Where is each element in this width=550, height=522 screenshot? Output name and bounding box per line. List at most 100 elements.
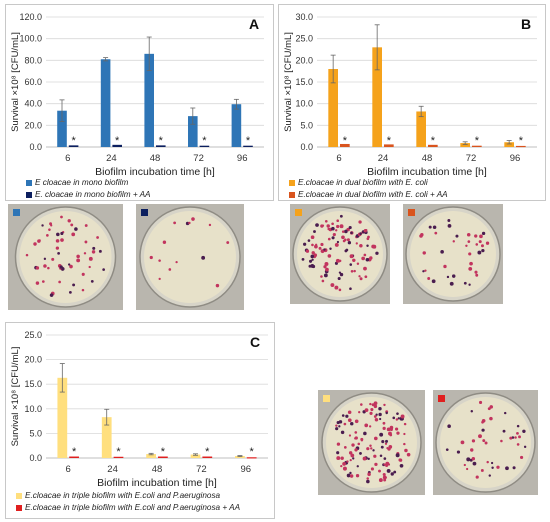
colony bbox=[522, 429, 526, 433]
y-axis-title: Survival ×10⁸ [CFU/mL] bbox=[10, 347, 21, 447]
bar bbox=[504, 142, 514, 147]
colony bbox=[67, 263, 71, 266]
colony bbox=[311, 243, 314, 247]
significance-star: * bbox=[115, 135, 120, 147]
colony bbox=[369, 411, 373, 415]
colony bbox=[369, 402, 372, 406]
colony bbox=[361, 256, 366, 261]
bar bbox=[156, 145, 166, 147]
colony bbox=[400, 414, 405, 419]
colony bbox=[349, 263, 353, 266]
colony bbox=[310, 235, 315, 240]
colony bbox=[354, 431, 358, 434]
colony bbox=[84, 224, 88, 227]
colony bbox=[329, 247, 332, 250]
colony bbox=[374, 418, 379, 422]
colony bbox=[321, 279, 325, 283]
x-tick-label: 24 bbox=[107, 464, 118, 475]
colony bbox=[395, 427, 399, 431]
colony bbox=[301, 258, 305, 261]
colony bbox=[336, 451, 340, 455]
chart-b-svg: 0.05.010.015.020.025.030.0*6*24*48*72*96… bbox=[283, 12, 537, 178]
colony bbox=[49, 293, 54, 297]
colony bbox=[477, 250, 482, 255]
legend-item: E.cloacae in dual biofilm with E. coli +… bbox=[289, 189, 448, 201]
colony bbox=[427, 276, 431, 280]
colony bbox=[334, 242, 339, 247]
legend-label: E.cloacae in triple biofilm with E.coli … bbox=[25, 503, 241, 512]
colony bbox=[208, 223, 212, 227]
colony bbox=[385, 439, 389, 443]
colony bbox=[478, 434, 482, 439]
colony bbox=[345, 414, 349, 418]
chart-panel-c: 0.0 5.0 10.0 15.0 20.0 25.0 * 6 * 24 * 48 * 72 * 96 Biof… bbox=[5, 322, 275, 519]
y-tick-label: 15.0 bbox=[24, 379, 42, 389]
colony bbox=[392, 416, 396, 420]
petri-dish-photo bbox=[8, 204, 123, 310]
colony bbox=[518, 435, 521, 439]
colony bbox=[500, 439, 503, 443]
agar-surface bbox=[297, 211, 383, 297]
legend-swatch bbox=[26, 192, 32, 198]
colony bbox=[342, 466, 347, 471]
colony bbox=[149, 255, 153, 260]
colony bbox=[480, 469, 484, 472]
colony bbox=[72, 283, 76, 287]
color-key-marker bbox=[295, 209, 302, 216]
y-tick-label: 20.0 bbox=[295, 55, 313, 65]
x-tick-label: 96 bbox=[510, 153, 521, 164]
colony bbox=[96, 236, 99, 239]
y-tick-label: 120.0 bbox=[19, 12, 42, 22]
colony bbox=[488, 474, 491, 477]
colony bbox=[350, 231, 353, 235]
colony bbox=[37, 239, 41, 243]
bar bbox=[113, 456, 124, 458]
petri-dish-photo bbox=[433, 390, 538, 495]
bar bbox=[460, 143, 470, 147]
bar bbox=[416, 111, 426, 147]
colony bbox=[175, 261, 178, 264]
colony bbox=[354, 436, 358, 440]
y-tick-label: 10.0 bbox=[24, 404, 42, 414]
colony bbox=[365, 229, 368, 232]
colony bbox=[365, 257, 370, 262]
colony bbox=[307, 239, 311, 242]
colony bbox=[481, 249, 485, 253]
colony bbox=[339, 224, 344, 229]
chart-panel-a: 0.0 20.0 40.0 60.0 80.0 100.0 120.0 * 6 * 24 * 48 * 72… bbox=[5, 4, 274, 201]
colony bbox=[393, 470, 397, 474]
colony bbox=[396, 412, 399, 415]
chart-c-svg: 0.05.010.015.020.025.0*6*24*48*72*96Biof… bbox=[10, 330, 268, 489]
colony bbox=[380, 445, 384, 449]
colony bbox=[383, 457, 387, 460]
y-tick-label: 60.0 bbox=[24, 77, 42, 87]
colony bbox=[472, 461, 477, 466]
colony bbox=[364, 275, 368, 279]
colony bbox=[383, 478, 387, 482]
colony bbox=[59, 265, 63, 269]
colony bbox=[463, 281, 467, 285]
colony bbox=[343, 422, 347, 426]
legend-label: E cloacae in mono biofilm bbox=[35, 178, 129, 187]
significance-star: * bbox=[205, 446, 210, 458]
colony bbox=[55, 239, 60, 243]
colony bbox=[372, 449, 375, 452]
colony bbox=[92, 246, 96, 250]
petri-dish-photo bbox=[290, 204, 390, 304]
colony bbox=[327, 254, 332, 258]
colony bbox=[81, 288, 85, 292]
colony bbox=[102, 268, 105, 271]
colony bbox=[58, 280, 61, 284]
colony bbox=[336, 240, 340, 244]
colony bbox=[485, 241, 490, 245]
significance-star: * bbox=[246, 135, 251, 147]
colony bbox=[466, 233, 471, 237]
colony bbox=[469, 261, 473, 266]
petri-dish-image bbox=[403, 204, 503, 304]
y-tick-label: 0.0 bbox=[300, 142, 313, 152]
bar bbox=[340, 143, 350, 147]
colony bbox=[158, 259, 161, 262]
colony bbox=[389, 425, 394, 430]
petri-dish-image bbox=[290, 204, 390, 304]
colony bbox=[349, 459, 352, 462]
